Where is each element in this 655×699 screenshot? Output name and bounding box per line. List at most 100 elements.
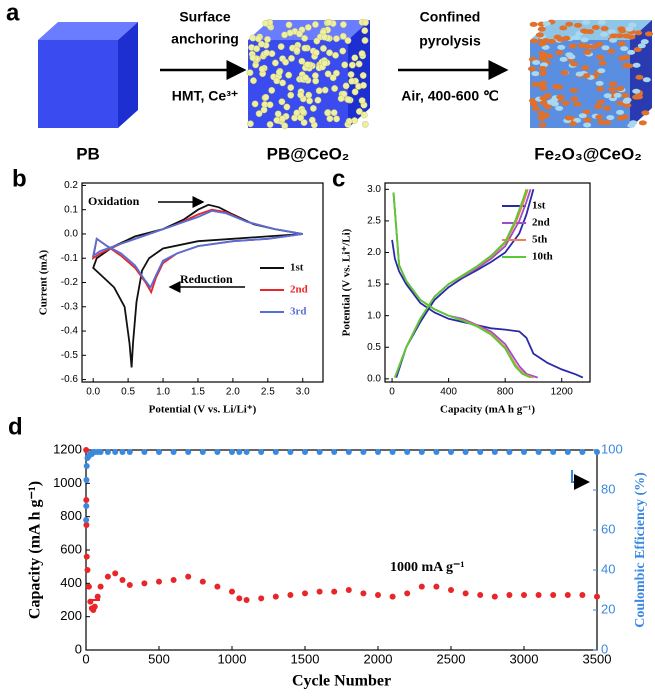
particle <box>638 120 647 126</box>
axis-pointer <box>571 470 590 490</box>
panel-label: d <box>8 413 23 440</box>
legend-label: 5th <box>532 234 547 246</box>
data-point <box>477 449 484 455</box>
cube-pb-ceo2 <box>246 18 370 130</box>
x-tick-label: 1.5 <box>191 387 205 398</box>
particle <box>359 72 367 79</box>
particle <box>251 100 259 108</box>
cube-front <box>38 40 118 128</box>
particle <box>583 44 592 50</box>
particle <box>583 122 592 128</box>
y-tick-label: 1200 <box>53 441 82 456</box>
particle <box>596 54 605 60</box>
particle <box>644 31 653 37</box>
particle <box>539 52 548 58</box>
particle <box>314 96 322 104</box>
data-point <box>243 449 250 455</box>
y2-tick-label: 100 <box>601 441 623 456</box>
particle <box>565 52 574 58</box>
step-label: Surface <box>179 9 231 25</box>
particle <box>547 38 556 44</box>
particle <box>360 81 367 89</box>
particle <box>581 65 590 71</box>
particle <box>568 121 577 127</box>
panel-a: a Surface anchoring HMT, Ce³⁺ Confined p… <box>6 0 653 163</box>
legend-label: 1st <box>290 262 304 274</box>
data-point <box>199 578 206 585</box>
particle <box>606 115 615 121</box>
data-point <box>119 449 126 455</box>
y-axis-label: Potential (V vs. Li⁺/Li) <box>341 228 353 336</box>
annotation: Reduction <box>180 272 233 286</box>
particle <box>288 55 295 62</box>
particle <box>325 18 333 26</box>
particle <box>607 29 616 35</box>
legend-label: 10th <box>532 251 553 263</box>
particle <box>608 86 617 92</box>
x-tick-label: 1000 <box>218 651 247 666</box>
stage-label: Fe₂O₃@CeO₂ <box>534 144 642 163</box>
particle <box>281 122 289 130</box>
particle <box>355 60 363 68</box>
x-tick-label: 0.0 <box>86 387 100 398</box>
particle <box>266 121 274 128</box>
y2-tick-label: 60 <box>601 521 615 536</box>
data-point <box>462 590 469 597</box>
particle <box>618 28 627 34</box>
particle <box>531 106 540 112</box>
particle <box>313 37 321 45</box>
particle <box>266 101 274 109</box>
particle <box>260 106 268 114</box>
particle <box>539 100 548 106</box>
data-point <box>345 449 352 455</box>
data-point <box>104 573 111 580</box>
y-tick-label: -0.3 <box>61 301 79 312</box>
particle <box>582 19 591 25</box>
y-tick-label: 0.2 <box>64 180 78 191</box>
data-point <box>83 522 90 528</box>
plot-frame <box>85 449 598 651</box>
data-point <box>331 588 338 595</box>
particle <box>320 45 327 52</box>
particle <box>595 114 604 120</box>
particle <box>532 59 541 65</box>
particle <box>600 31 609 37</box>
x-tick-label: 0.5 <box>121 387 135 398</box>
x-axis-label: Capacity (mA h g⁻¹) <box>440 404 535 416</box>
y-tick-label: 2.0 <box>367 247 381 258</box>
particle <box>559 25 568 31</box>
particle <box>278 98 286 106</box>
particle <box>539 95 548 101</box>
step-label: pyrolysis <box>419 33 481 49</box>
particle <box>296 30 303 38</box>
particle <box>262 19 270 27</box>
particle <box>331 85 339 92</box>
particle <box>287 91 295 99</box>
y-tick-label: 0.1 <box>64 204 78 215</box>
particle <box>340 21 347 28</box>
data-point <box>535 449 542 455</box>
y2-axis-label: Coulombic Efficiency (%) <box>633 472 648 628</box>
x-tick-label: 500 <box>148 651 170 666</box>
data-point <box>389 449 396 455</box>
particle <box>360 111 368 119</box>
x-tick-label: 1200 <box>551 387 574 398</box>
particle <box>538 66 547 72</box>
particle <box>333 115 340 123</box>
particle <box>285 21 293 29</box>
particle <box>299 108 307 116</box>
particle <box>312 21 319 28</box>
x-tick-label: 0 <box>389 387 395 398</box>
y-tick-label: -0.6 <box>61 374 79 385</box>
particle <box>616 100 625 106</box>
particle <box>625 63 634 69</box>
particle <box>342 82 350 90</box>
data-point <box>521 592 527 598</box>
data-point <box>448 587 454 593</box>
particle <box>263 49 270 57</box>
data-point <box>302 449 308 455</box>
data-point <box>418 583 425 590</box>
particle <box>268 86 276 94</box>
particle <box>642 77 651 83</box>
panel-label: b <box>12 165 27 192</box>
